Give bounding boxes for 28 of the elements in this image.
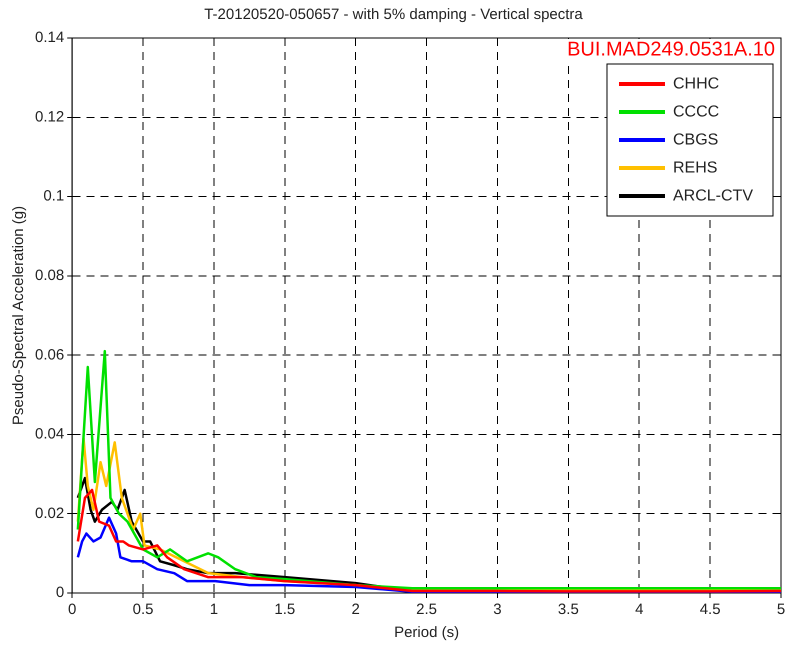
y-tick-label: 0.14	[34, 29, 64, 46]
legend-label: CCCC	[672, 103, 720, 120]
y-axis-title: Pseudo-Spectral Acceleration (g)	[10, 206, 28, 426]
x-tick-label: 3	[493, 601, 502, 618]
x-tick-label: 1.5	[274, 601, 296, 618]
x-tick-label: 2	[352, 601, 360, 618]
legend-label: REHS	[672, 159, 718, 176]
y-tick-label: 0.06	[34, 346, 64, 364]
y-tick-label: 0.08	[34, 267, 64, 284]
x-tick-label: 4	[635, 601, 644, 618]
x-tick-label: 2.5	[416, 601, 438, 618]
x-tick-label: 0	[68, 601, 76, 618]
chart-title: T-20120520-050657 - with 5% damping - Vertical spectra	[204, 6, 584, 24]
x-tick-label: 1	[210, 601, 218, 618]
y-tick-label: 0.1	[43, 188, 64, 205]
x-tick-label: 5	[776, 601, 786, 618]
x-axis-title: Period (s)	[394, 624, 460, 642]
annotation: BUI.MAD249.0531A.10	[567, 38, 775, 61]
x-tick-label: 0.5	[132, 601, 154, 618]
legend-label: CHHC	[672, 75, 720, 92]
y-tick-label: 0.02	[34, 504, 64, 522]
y-tick-label: 0	[56, 584, 64, 602]
x-tick-label: 4.5	[700, 601, 721, 618]
legend-label: CBGS	[672, 131, 718, 148]
legend-label: ARCL-CTV	[672, 187, 754, 204]
x-tick-label: 3.5	[558, 601, 579, 618]
y-tick-label: 0.04	[34, 426, 64, 443]
y-tick-label: 0.12	[34, 108, 64, 126]
